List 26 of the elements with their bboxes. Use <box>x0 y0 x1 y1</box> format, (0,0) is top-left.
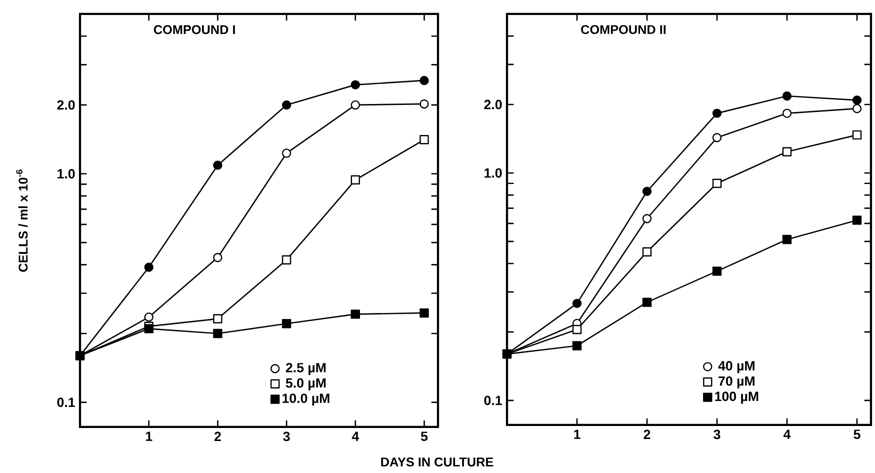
text: COMPOUND II <box>581 25 666 34</box>
y-tick-label: 0.1 <box>484 396 502 406</box>
y-tick-label: 1.0 <box>484 168 502 178</box>
y-tick-label: 1.0 <box>58 169 75 178</box>
legend-label: 5.0 µM <box>286 378 326 390</box>
x-tick-label: 1 <box>146 432 152 441</box>
x-axis-title: DAYS IN CULTURE <box>381 458 494 466</box>
y-tick-label: 2.0 <box>57 100 75 110</box>
legend-label: 100 µM <box>715 392 758 404</box>
legend-label: 40 µM <box>718 361 754 374</box>
x-tick-label: 4 <box>352 432 360 441</box>
x-tick-label: 3 <box>283 432 290 442</box>
x-tick-label: 3 <box>714 430 720 440</box>
y-axis-title: CELLS / ml x 10$^{-6}$ <box>16 170 28 272</box>
legend-label: 2.5 µM <box>286 362 326 376</box>
legend-label: 70 µM <box>718 376 754 388</box>
x-tick-label: 2 <box>214 432 221 442</box>
y-tick-label: 0.1 <box>57 398 75 408</box>
x-tick-label: 4 <box>784 430 791 439</box>
text: COMPOUND I <box>154 25 235 34</box>
x-tick-label: 5 <box>854 430 860 439</box>
legend-label: 10.0 µM <box>282 394 330 406</box>
x-tick-label: 5 <box>420 432 428 441</box>
x-tick-label: 2 <box>644 430 650 440</box>
x-tick-label: 1 <box>574 430 580 439</box>
y-tick-label: 2.0 <box>484 100 502 110</box>
